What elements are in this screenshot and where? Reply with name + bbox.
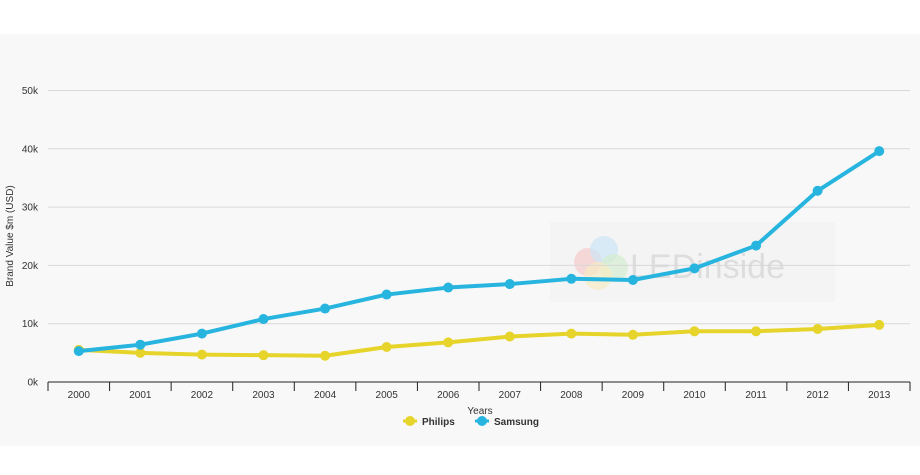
legend-item-philips[interactable]: Philips — [403, 416, 455, 428]
y-tick-label: 50k — [22, 86, 39, 97]
data-point-samsung[interactable] — [73, 346, 84, 357]
x-tick-label: 2000 — [68, 390, 91, 401]
data-point-philips[interactable] — [320, 350, 331, 361]
data-point-philips[interactable] — [874, 319, 885, 330]
x-axis: 2000 2001 2002 2003 2004 2005 2006 2007 2008 2009… — [47, 381, 911, 401]
grid-lines — [48, 90, 910, 325]
legend-swatch-marker — [405, 416, 415, 426]
x-tick-label: 2009 — [622, 390, 645, 401]
data-point-philips[interactable] — [689, 326, 700, 337]
watermark-logo: LEDinside — [550, 222, 835, 302]
x-tick-label: 2011 — [745, 390, 767, 401]
data-point-philips[interactable] — [812, 323, 823, 334]
data-point-samsung[interactable] — [627, 274, 638, 285]
x-tick-label: 2008 — [560, 390, 583, 401]
x-tick-label: 2005 — [376, 390, 399, 401]
legend-item-samsung[interactable]: Samsung — [475, 416, 539, 428]
watermark-text: LEDinside — [630, 248, 785, 286]
y-axis-ticks: 0k 10k 20k 30k 40k 50k — [22, 86, 39, 389]
legend-label: Philips — [422, 417, 455, 428]
y-tick-label: 40k — [22, 144, 39, 155]
data-point-samsung[interactable] — [381, 289, 392, 300]
x-tick-label: 2001 — [129, 390, 152, 401]
x-tick-label: 2004 — [314, 390, 337, 401]
y-tick-label: 10k — [22, 319, 39, 330]
x-tick-label: 2010 — [683, 390, 706, 401]
data-point-philips[interactable] — [135, 347, 146, 358]
x-tick-label: 2012 — [807, 390, 830, 401]
data-point-samsung[interactable] — [258, 314, 269, 325]
y-tick-label: 0k — [27, 378, 39, 389]
data-point-philips[interactable] — [504, 331, 515, 342]
data-point-philips[interactable] — [566, 328, 577, 339]
x-tick-label: 2002 — [191, 390, 214, 401]
data-point-philips[interactable] — [258, 350, 269, 361]
x-tick-label: 2007 — [499, 390, 522, 401]
data-point-samsung[interactable] — [443, 282, 454, 293]
series-samsung — [73, 146, 885, 357]
data-point-samsung[interactable] — [751, 240, 762, 251]
data-point-philips[interactable] — [751, 326, 762, 337]
x-tick-label: 2006 — [437, 390, 460, 401]
data-point-samsung[interactable] — [689, 263, 700, 274]
data-point-samsung[interactable] — [196, 328, 207, 339]
legend-swatch-marker — [477, 416, 487, 426]
data-point-samsung[interactable] — [320, 303, 331, 314]
data-point-samsung[interactable] — [812, 185, 823, 196]
data-point-philips[interactable] — [196, 349, 207, 360]
data-point-samsung[interactable] — [504, 279, 515, 290]
y-tick-label: 20k — [22, 261, 39, 272]
data-point-samsung[interactable] — [135, 339, 146, 350]
x-tick-label: 2013 — [868, 390, 891, 401]
y-axis-label: Brand Value $m (USD) — [5, 185, 16, 287]
x-tick-label: 2003 — [252, 390, 275, 401]
y-tick-label: 30k — [22, 203, 39, 214]
data-point-philips[interactable] — [627, 329, 638, 340]
data-point-philips[interactable] — [381, 342, 392, 353]
data-point-samsung[interactable] — [874, 146, 885, 157]
series-line-samsung — [76, 149, 882, 354]
series-layer — [73, 146, 885, 361]
x-axis-label: Years — [467, 406, 492, 417]
legend-label: Samsung — [494, 417, 539, 428]
data-point-samsung[interactable] — [566, 273, 577, 284]
data-point-philips[interactable] — [443, 337, 454, 348]
series-line-philips — [76, 322, 882, 358]
legend: Philips Samsung — [403, 416, 539, 428]
